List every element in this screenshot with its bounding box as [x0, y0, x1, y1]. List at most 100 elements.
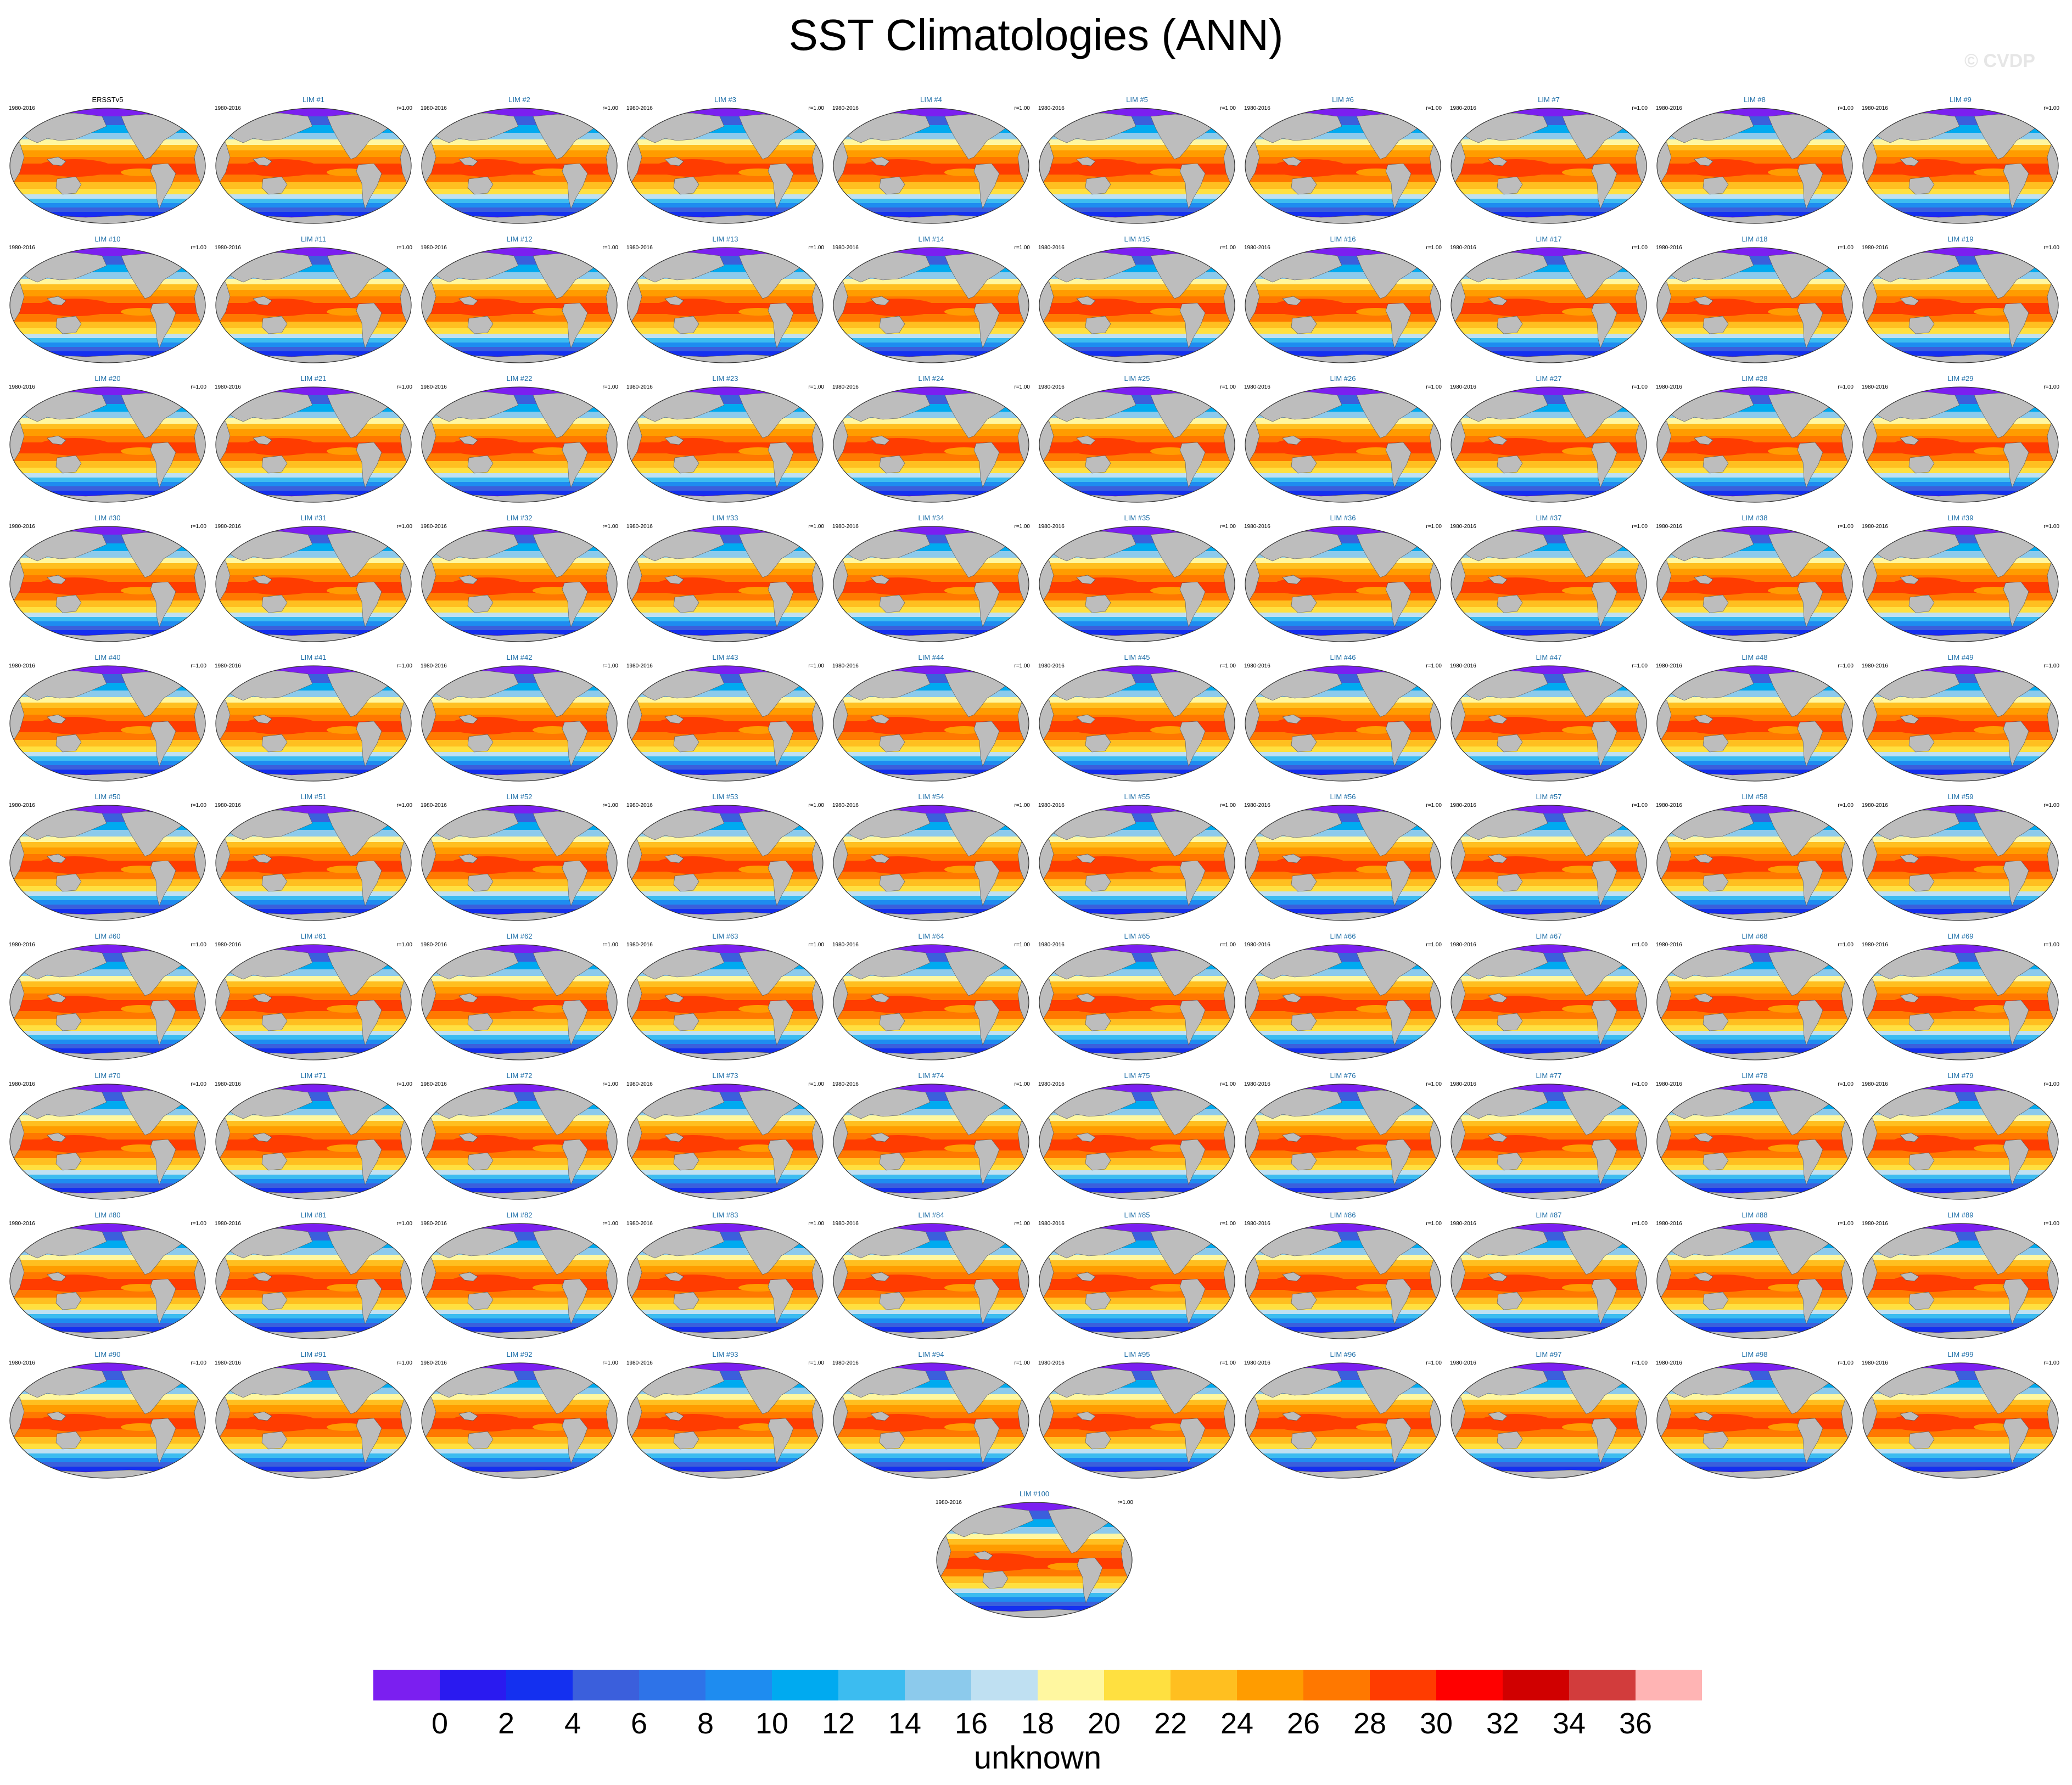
panel-years: 1980-2016 [1450, 1081, 1476, 1087]
panel-title: LIM #12 [507, 235, 533, 243]
panel-correlation: r=1.00 [191, 384, 206, 390]
panel-correlation: r=1.00 [1838, 105, 1853, 111]
sst-panel: LIM #78 1980-2016 r=1.00 [1656, 1071, 1853, 1201]
panel-title: LIM #58 [1742, 793, 1768, 801]
panel-title: LIM #41 [301, 653, 327, 661]
colorbar-box [1171, 1670, 1237, 1700]
panel-title: LIM #17 [1536, 235, 1562, 243]
sst-panel: LIM #5 1980-2016 r=1.00 [1038, 96, 1236, 225]
colorbar-tick-label: 2 [498, 1707, 514, 1740]
colorbar-box [1104, 1670, 1171, 1700]
panel-years: 1980-2016 [1656, 105, 1682, 111]
panel-title: LIM #27 [1536, 374, 1562, 383]
panel-correlation: r=1.00 [396, 802, 412, 809]
sst-panel: LIM #7 1980-2016 r=1.00 [1450, 96, 1648, 225]
panel-correlation: r=1.00 [1838, 384, 1853, 390]
panel-correlation: r=1.00 [191, 663, 206, 669]
panel-title: LIM #62 [507, 932, 533, 940]
colorbar-box [1303, 1670, 1370, 1700]
panel-years: 1980-2016 [421, 942, 447, 948]
panel-title: LIM #10 [95, 235, 121, 243]
panel-title: LIM #6 [1332, 96, 1354, 104]
colorbar-tick-label: 6 [631, 1707, 647, 1740]
panel-years: 1980-2016 [215, 245, 241, 251]
panel-title: LIM #28 [1742, 374, 1768, 383]
sst-panel: LIM #62 1980-2016 r=1.00 [421, 932, 618, 1062]
panel-title: LIM #67 [1536, 932, 1562, 940]
panel-title: LIM #63 [713, 932, 738, 940]
panel-correlation: r=1.00 [808, 942, 824, 948]
panel-correlation: r=1.00 [2043, 942, 2059, 948]
panel-correlation: r=1.00 [2043, 1360, 2059, 1366]
panel-years: 1980-2016 [1862, 1081, 1888, 1087]
panel-correlation: r=1.00 [2043, 384, 2059, 390]
panel-title: LIM #7 [1538, 96, 1560, 104]
panel-title: LIM #82 [507, 1211, 533, 1219]
page-title: SST Climatologies (ANN) [788, 10, 1284, 59]
panel-correlation: r=1.00 [808, 245, 824, 251]
watermark: © CVDP [1964, 50, 2035, 71]
panel-years: 1980-2016 [1656, 1360, 1682, 1366]
panel-title: LIM #19 [1948, 235, 1974, 243]
panel-correlation: r=1.00 [396, 663, 412, 669]
colorbar-box [1370, 1670, 1436, 1700]
panel-correlation: r=1.00 [1426, 1081, 1442, 1087]
panel-correlation: r=1.00 [396, 105, 412, 111]
panel-correlation: r=1.00 [191, 1221, 206, 1227]
panel-title: LIM #52 [507, 793, 533, 801]
panel-years: 1980-2016 [421, 384, 447, 390]
panel-years: 1980-2016 [1862, 942, 1888, 948]
panel-title: LIM #97 [1536, 1350, 1562, 1359]
sst-panel: LIM #25 1980-2016 r=1.00 [1038, 374, 1236, 504]
panel-correlation: r=1.00 [1014, 245, 1030, 251]
panel-correlation: r=1.00 [1632, 802, 1648, 809]
panel-correlation: r=1.00 [396, 245, 412, 251]
sst-panel: LIM #92 1980-2016 r=1.00 [421, 1350, 618, 1480]
panel-correlation: r=1.00 [808, 1360, 824, 1366]
panel-title: LIM #54 [919, 793, 944, 801]
panel-correlation: r=1.00 [1014, 384, 1030, 390]
panel-title: LIM #33 [713, 514, 738, 522]
panel-title: LIM #85 [1124, 1211, 1150, 1219]
sst-panel: LIM #43 1980-2016 r=1.00 [626, 653, 824, 783]
panel-correlation: r=1.00 [2043, 1221, 2059, 1227]
sst-panel: LIM #67 1980-2016 r=1.00 [1450, 932, 1648, 1062]
sst-panel: LIM #91 1980-2016 r=1.00 [215, 1350, 412, 1480]
panel-years: 1980-2016 [832, 245, 859, 251]
colorbar-box [705, 1670, 772, 1700]
panel-years: 1980-2016 [9, 1360, 35, 1366]
sst-panel: LIM #48 1980-2016 r=1.00 [1656, 653, 1853, 783]
panel-years: 1980-2016 [1038, 1221, 1065, 1227]
panel-title: LIM #69 [1948, 932, 1974, 940]
panel-correlation: r=1.00 [808, 1221, 824, 1227]
panel-years: 1980-2016 [1450, 245, 1476, 251]
panel-title: LIM #25 [1124, 374, 1150, 383]
panel-title: LIM #79 [1948, 1071, 1974, 1080]
panel-years: 1980-2016 [421, 1360, 447, 1366]
panel-title: LIM #91 [301, 1350, 327, 1359]
panel-correlation: r=1.00 [1014, 1360, 1030, 1366]
colorbar-tick-label: 12 [822, 1707, 855, 1740]
panel-years: 1980-2016 [832, 1081, 859, 1087]
sst-panel: LIM #22 1980-2016 r=1.00 [421, 374, 618, 504]
colorbar-box [905, 1670, 971, 1700]
colorbar-box [639, 1670, 705, 1700]
panel-years: 1980-2016 [1656, 942, 1682, 948]
colorbar-box [1569, 1670, 1636, 1700]
panel-correlation: r=1.00 [1838, 802, 1853, 809]
panel-years: 1980-2016 [215, 802, 241, 809]
panel-years: 1980-2016 [1450, 802, 1476, 809]
sst-panel: LIM #55 1980-2016 r=1.00 [1038, 793, 1236, 922]
panel-correlation: r=1.00 [1632, 663, 1648, 669]
sst-panel: LIM #33 1980-2016 r=1.00 [626, 514, 824, 643]
colorbar-box [573, 1670, 639, 1700]
panel-years: 1980-2016 [1656, 802, 1682, 809]
sst-panel: LIM #23 1980-2016 r=1.00 [626, 374, 824, 504]
panel-correlation: r=1.00 [1426, 384, 1442, 390]
panel-correlation: r=1.00 [1632, 1360, 1648, 1366]
panel-years: 1980-2016 [1244, 1221, 1270, 1227]
panel-correlation: r=1.00 [1220, 802, 1236, 809]
colorbar-box [1436, 1670, 1503, 1700]
sst-panel: LIM #11 1980-2016 r=1.00 [215, 235, 412, 364]
panel-years: 1980-2016 [1656, 1081, 1682, 1087]
